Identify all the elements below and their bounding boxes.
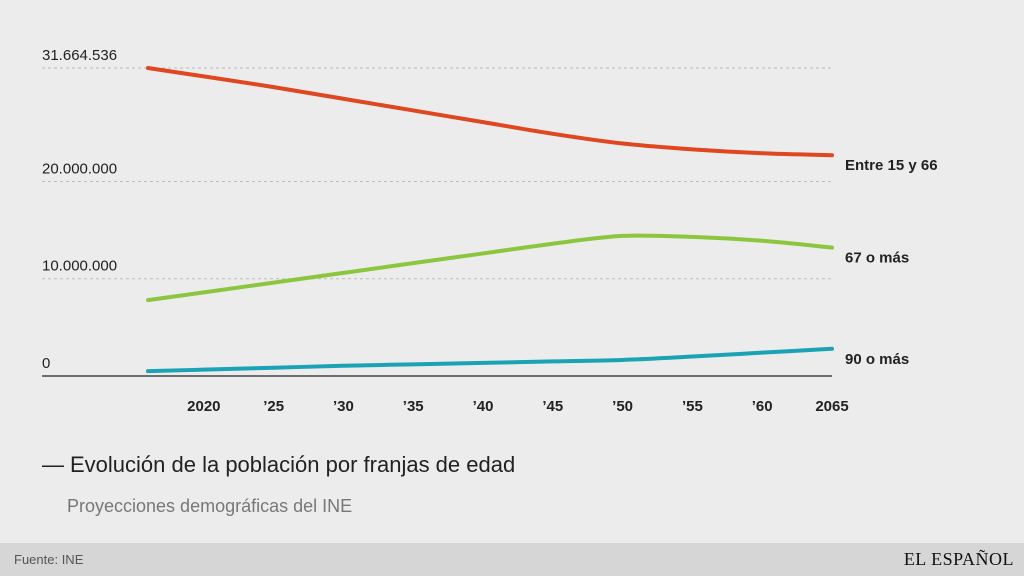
series-labels: Entre 15 y 66 67 o más 90 o más <box>845 157 938 368</box>
chart-subtitle: Proyecciones demográficas del INE <box>67 496 353 516</box>
title-dash: — <box>42 452 64 477</box>
footer-bar: Fuente: INE EL ESPAÑOL <box>0 543 1024 576</box>
series-label-0: Entre 15 y 66 <box>845 157 938 174</box>
x-tick-label: ’30 <box>333 398 354 415</box>
series-label-2: 90 o más <box>845 351 909 368</box>
x-tick-label: ’50 <box>612 398 633 415</box>
series-line-1 <box>146 233 834 303</box>
chart-title: — Evolución de la población por franjas d… <box>42 452 515 478</box>
x-tick-label: ’60 <box>752 398 773 415</box>
line-chart: 0 10.000.000 20.000.000 31.664.536 2020 ’25 ’… <box>42 47 938 415</box>
series-label-1: 67 o más <box>845 250 909 267</box>
source-note: Fuente: INE <box>14 552 84 567</box>
x-tick-labels: 2020 ’25 ’30 ’35 ’40 ’45 ’50 ’55 ’60 2065 <box>187 398 849 415</box>
x-tick-label: ’40 <box>473 398 494 415</box>
y-tick-label: 10.000.000 <box>42 258 117 275</box>
x-tick-label: ’45 <box>542 398 563 415</box>
y-tick-label: 20.000.000 <box>42 160 117 177</box>
x-tick-label: 2065 <box>815 398 848 415</box>
chart-title-text: Evolución de la población por franjas de… <box>70 452 516 477</box>
series-line-0 <box>146 66 834 158</box>
brand-logo: EL ESPAÑOL <box>903 549 1014 569</box>
grid-lines <box>42 67 832 280</box>
x-tick-label: ’35 <box>403 398 424 415</box>
x-tick-label: 2020 <box>187 398 220 415</box>
y-tick-label: 31.664.536 <box>42 47 117 64</box>
y-tick-labels: 0 10.000.000 20.000.000 31.664.536 <box>42 47 117 372</box>
series-lines <box>146 66 834 374</box>
x-tick-label: ’55 <box>682 398 703 415</box>
series-line-2 <box>146 346 834 374</box>
x-tick-label: ’25 <box>263 398 284 415</box>
y-tick-label: 0 <box>42 355 50 372</box>
